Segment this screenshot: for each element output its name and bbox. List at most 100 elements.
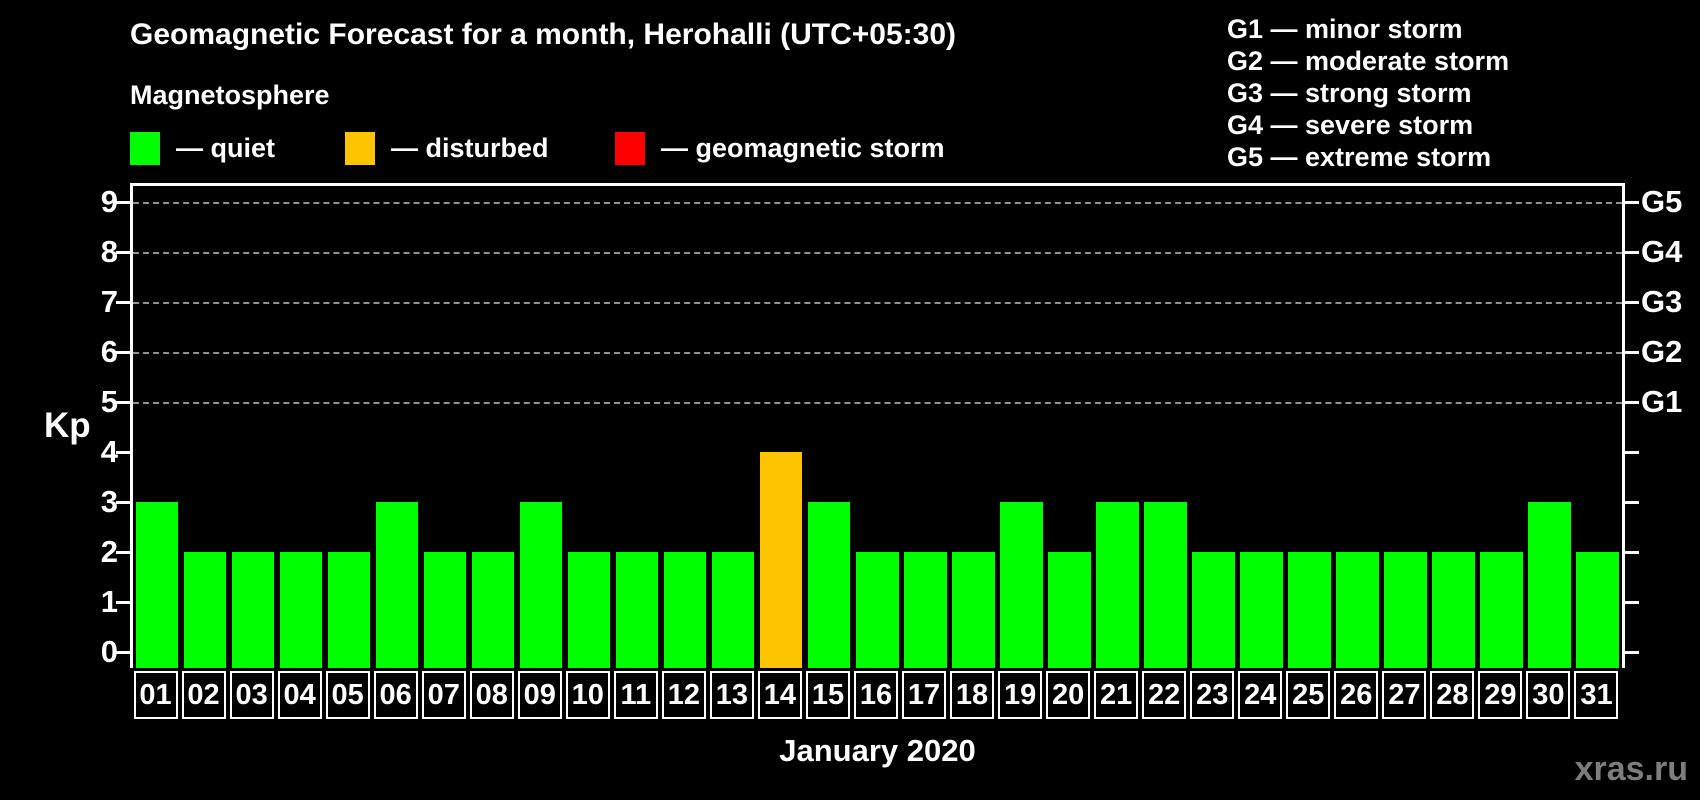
g-scale-legend: G1 — minor storm G2 — moderate storm G3 … <box>1227 13 1509 173</box>
day-label-01: 01 <box>133 671 178 719</box>
legend-label-quiet: — quiet <box>176 132 275 163</box>
y-axis-label-9: 9 <box>100 184 118 219</box>
day-label-19: 19 <box>998 671 1043 719</box>
y-axis-label-0: 0 <box>100 634 118 669</box>
g-legend-line-g3: G3 — strong storm <box>1227 78 1472 108</box>
day-label-05: 05 <box>325 671 370 719</box>
watermark: xras.ru <box>1574 750 1688 788</box>
day-label-15: 15 <box>805 671 850 719</box>
kp-bar-day-16 <box>855 552 899 668</box>
kp-bar-day-25 <box>1288 552 1331 668</box>
day-label-17: 17 <box>902 671 947 719</box>
kp-bar-day-02 <box>183 552 227 668</box>
day-label-12: 12 <box>661 671 706 719</box>
kp-bar-day-27 <box>1384 552 1427 668</box>
right-axis-tick-4 <box>1625 451 1639 454</box>
day-label-07: 07 <box>421 671 466 719</box>
y-axis-label-1: 1 <box>100 584 118 619</box>
left-axis-tick-5 <box>116 401 130 404</box>
kp-bar-day-05 <box>327 552 371 668</box>
day-label-06: 06 <box>373 671 418 719</box>
kp-bar-day-26 <box>1336 552 1379 668</box>
legend-label-disturbed: — disturbed <box>391 132 549 163</box>
legend-item-disturbed: — disturbed <box>345 131 549 165</box>
y-axis-label-6: 6 <box>100 334 118 369</box>
magnetosphere-label: Magnetosphere <box>130 80 330 110</box>
left-axis-tick-7 <box>116 301 130 304</box>
gridline-kp-8 <box>133 252 1622 254</box>
day-label-08: 08 <box>469 671 514 719</box>
page-title: Geomagnetic Forecast for a month, Heroha… <box>130 18 957 51</box>
y-axis-label-7: 7 <box>100 284 118 319</box>
kp-bar-day-20 <box>1048 552 1091 668</box>
y-axis-label-5: 5 <box>100 384 118 419</box>
storm-color-swatch <box>615 131 645 165</box>
kp-bar-day-28 <box>1432 552 1475 668</box>
legend-label-storm: — geomagnetic storm <box>661 132 945 163</box>
quiet-color-swatch <box>130 131 160 165</box>
kp-bar-day-15 <box>807 502 851 668</box>
gridline-kp-7 <box>133 302 1622 304</box>
g-legend-line-g1: G1 — minor storm <box>1227 14 1463 44</box>
gridline-kp-6 <box>133 352 1622 354</box>
y-axis-title: Kp <box>44 406 91 445</box>
right-axis-tick-2 <box>1625 551 1639 554</box>
kp-bar-day-09 <box>519 502 563 668</box>
day-label-14: 14 <box>757 671 802 719</box>
kp-bar-day-29 <box>1480 552 1523 668</box>
y-axis-label-4: 4 <box>100 434 118 469</box>
legend-item-quiet: — quiet <box>130 131 275 165</box>
right-axis-tick-0 <box>1625 651 1639 654</box>
kp-bar-day-01 <box>135 502 179 668</box>
kp-bar-day-14 <box>759 452 803 668</box>
gridline-kp-9 <box>133 202 1622 204</box>
kp-bar-day-17 <box>904 552 947 668</box>
left-axis-tick-8 <box>116 251 130 254</box>
kp-bar-day-30 <box>1528 502 1571 668</box>
day-label-09: 09 <box>517 671 562 719</box>
disturbed-color-swatch <box>345 131 375 165</box>
left-axis-tick-4 <box>116 451 130 454</box>
day-label-29: 29 <box>1478 671 1523 719</box>
kp-bar-day-31 <box>1576 552 1619 668</box>
kp-bar-day-10 <box>567 552 611 668</box>
right-axis-tick-5 <box>1625 401 1639 404</box>
day-label-03: 03 <box>229 671 274 719</box>
kp-bar-day-18 <box>952 552 995 668</box>
left-axis-tick-9 <box>116 201 130 204</box>
gridline-kp-5 <box>133 402 1622 404</box>
kp-bar-day-13 <box>711 552 755 668</box>
day-label-02: 02 <box>181 671 226 719</box>
y-axis-label-3: 3 <box>100 484 118 519</box>
left-axis-tick-3 <box>116 501 130 504</box>
g-legend-line-g2: G2 — moderate storm <box>1227 46 1510 76</box>
legend-item-storm: — geomagnetic storm <box>615 131 945 165</box>
kp-bar-day-23 <box>1192 552 1235 668</box>
y-axis-label-8: 8 <box>100 234 118 269</box>
g-axis-label-g2: G2 <box>1641 334 1683 369</box>
kp-bar-day-19 <box>1000 502 1043 668</box>
left-axis-tick-2 <box>116 551 130 554</box>
kp-bar-day-11 <box>615 552 659 668</box>
day-label-27: 27 <box>1382 671 1427 719</box>
g-axis-label-g5: G5 <box>1641 184 1683 219</box>
kp-bar-day-12 <box>663 552 707 668</box>
g-axis-label-g1: G1 <box>1641 384 1683 419</box>
day-label-25: 25 <box>1286 671 1331 719</box>
kp-bar-day-03 <box>231 552 275 668</box>
g-axis-label-g3: G3 <box>1641 284 1683 319</box>
day-label-18: 18 <box>950 671 995 719</box>
day-label-30: 30 <box>1526 671 1571 719</box>
kp-bar-day-04 <box>279 552 323 668</box>
kp-bar-day-08 <box>471 552 515 668</box>
day-label-04: 04 <box>277 671 322 719</box>
day-label-11: 11 <box>613 671 658 719</box>
kp-bar-day-21 <box>1096 502 1139 668</box>
right-axis-tick-1 <box>1625 601 1639 604</box>
left-axis-tick-6 <box>116 351 130 354</box>
kp-bar-day-24 <box>1240 552 1283 668</box>
right-axis-tick-9 <box>1625 201 1639 204</box>
day-label-26: 26 <box>1334 671 1379 719</box>
day-label-20: 20 <box>1046 671 1091 719</box>
day-label-13: 13 <box>709 671 754 719</box>
